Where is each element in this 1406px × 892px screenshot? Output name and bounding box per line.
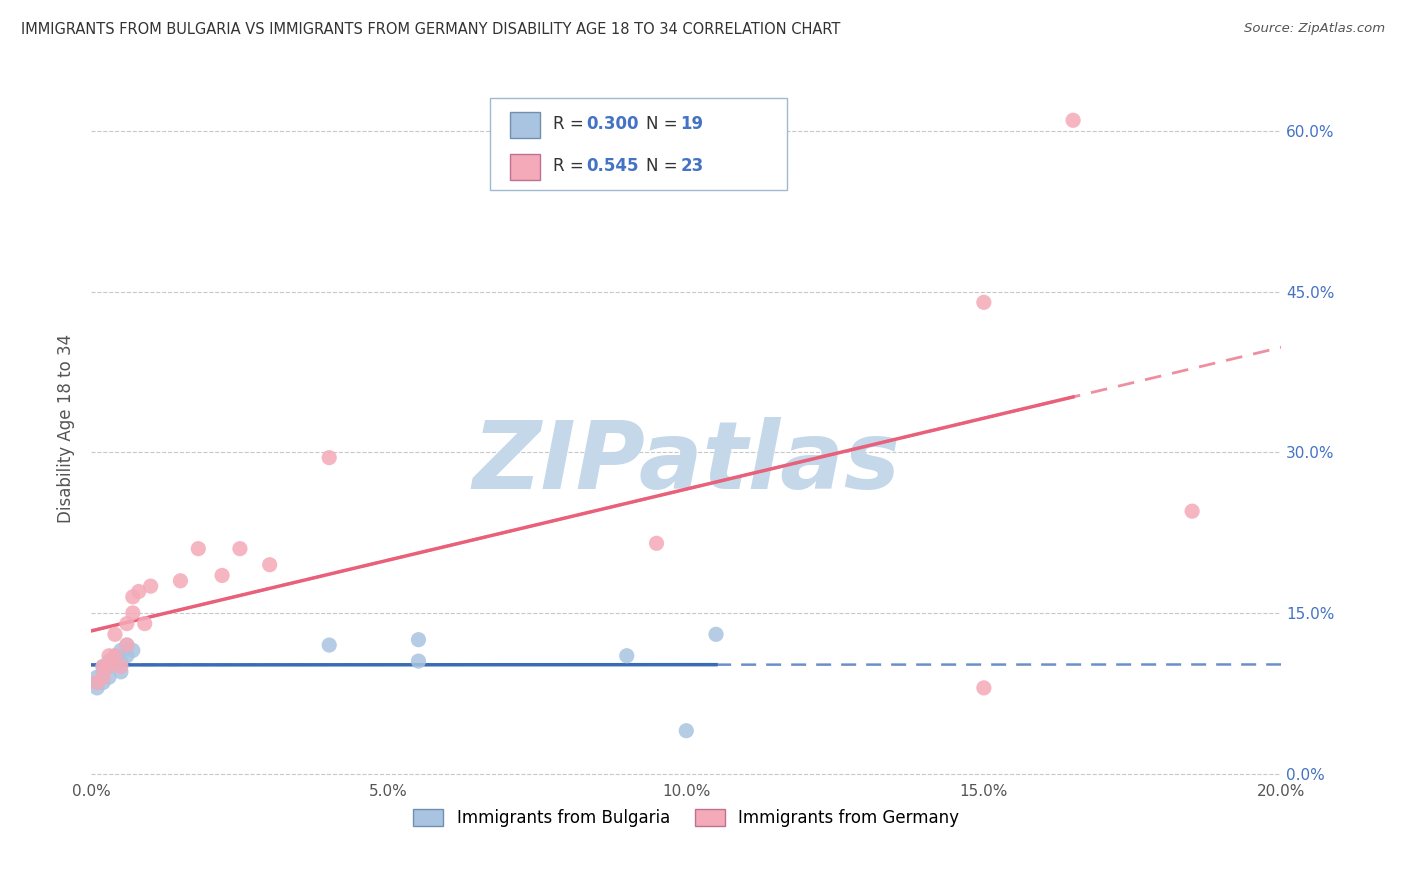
Point (318, 450, 340, 465)
Point (121, 643, 143, 657)
Point (110, 643, 132, 657)
Point (104, 648, 127, 663)
Text: 0.545: 0.545 (586, 157, 638, 175)
Point (104, 627, 127, 641)
Point (91, 659, 114, 673)
Point (115, 638, 138, 652)
Point (211, 568, 233, 582)
Point (1181, 504, 1204, 518)
Point (98, 654, 121, 668)
Point (973, 295, 995, 310)
Point (121, 606, 143, 620)
Point (98, 659, 121, 673)
Point (318, 638, 340, 652)
Point (98, 659, 121, 673)
Point (115, 616, 138, 631)
Point (408, 654, 430, 668)
Point (86, 670, 108, 684)
Point (408, 632, 430, 647)
Text: 0.300: 0.300 (586, 115, 638, 133)
Y-axis label: Disability Age 18 to 34: Disability Age 18 to 34 (58, 334, 75, 523)
FancyBboxPatch shape (510, 112, 540, 138)
Point (1062, 113, 1084, 128)
Point (115, 648, 138, 663)
FancyBboxPatch shape (510, 153, 540, 180)
Point (86, 681, 108, 695)
Point (139, 579, 162, 593)
Point (973, 681, 995, 695)
Point (616, 648, 638, 663)
Point (91, 675, 114, 690)
Text: 23: 23 (681, 157, 703, 175)
Point (121, 590, 143, 604)
Point (110, 659, 132, 673)
Text: IMMIGRANTS FROM BULGARIA VS IMMIGRANTS FROM GERMANY DISABILITY AGE 18 TO 34 CORR: IMMIGRANTS FROM BULGARIA VS IMMIGRANTS F… (21, 22, 841, 37)
Point (91, 665, 114, 679)
Point (86, 675, 108, 690)
Legend: Immigrants from Bulgaria, Immigrants from Germany: Immigrants from Bulgaria, Immigrants fro… (406, 802, 966, 834)
Point (128, 584, 150, 599)
Point (91, 659, 114, 673)
Point (704, 627, 727, 641)
Point (675, 723, 697, 738)
Point (91, 670, 114, 684)
Point (645, 536, 668, 550)
Text: 19: 19 (681, 115, 703, 133)
Point (110, 654, 132, 668)
Point (86, 675, 108, 690)
Point (115, 638, 138, 652)
Point (104, 648, 127, 663)
Point (110, 665, 132, 679)
Point (259, 558, 281, 572)
Text: N =: N = (645, 157, 683, 175)
Text: ZIPatlas: ZIPatlas (472, 417, 900, 509)
Point (169, 574, 191, 588)
Text: R =: R = (553, 157, 589, 175)
Text: R =: R = (553, 115, 589, 133)
Point (98, 648, 121, 663)
Point (98, 670, 121, 684)
Text: Source: ZipAtlas.com: Source: ZipAtlas.com (1244, 22, 1385, 36)
Point (134, 616, 156, 631)
Point (229, 541, 252, 556)
Point (187, 541, 209, 556)
Point (104, 654, 127, 668)
FancyBboxPatch shape (489, 98, 787, 190)
Text: N =: N = (645, 115, 683, 133)
